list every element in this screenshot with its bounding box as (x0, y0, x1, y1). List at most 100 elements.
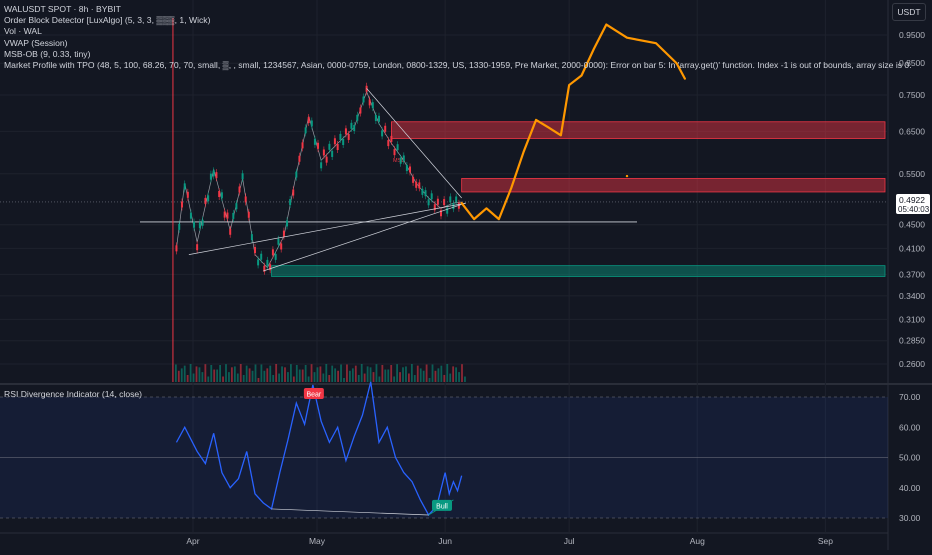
candle-body (333, 138, 336, 145)
volume-bar (322, 373, 325, 382)
legend-volume[interactable]: Vol · WAL (4, 26, 42, 37)
volume-bar (177, 370, 180, 382)
time-axis-label: Jun (438, 536, 452, 546)
symbol-title[interactable]: WALUSDT SPOT · 8h · BYBIT (4, 4, 121, 14)
volume-bar (449, 373, 452, 382)
volume-bar (343, 377, 345, 382)
candle-body (412, 176, 415, 183)
candle-body (430, 193, 433, 200)
rsi-legend[interactable]: RSI Divergence Indicator (14, close) (4, 389, 143, 399)
trendline-support (188, 202, 466, 255)
rsi-axis-label: 50.00 (899, 453, 921, 463)
rsi-signal-label: Bull (436, 503, 448, 510)
candle-body (362, 96, 365, 103)
volume-bar (452, 366, 455, 382)
volume-bar (260, 364, 263, 382)
volume-bar (337, 370, 339, 382)
legend-market-profile[interactable]: Market Profile with TPO (48, 5, 100, 68.… (4, 60, 912, 71)
time-axis-label: May (309, 536, 326, 546)
volume-bar (334, 368, 337, 382)
axis-labels: 0.9500 0.8500 0.7500 0.6500 0.5500 0.4500 0.41… (186, 30, 930, 546)
volume-bar (257, 377, 260, 382)
candle-body (393, 149, 396, 156)
msb-label: MSB (393, 158, 405, 164)
candle-body (449, 196, 452, 203)
candle-body (175, 245, 178, 252)
volume-bar (174, 364, 177, 382)
candle-body (359, 107, 362, 114)
volume-bar (431, 364, 434, 382)
bullish-order-block (271, 265, 886, 277)
volume-bar (440, 365, 443, 382)
trendline-resistance (366, 88, 462, 199)
candle-body (402, 155, 405, 162)
rsi-series: Bear Bull (175, 381, 463, 517)
price-axis-label: 0.2600 (899, 359, 925, 369)
volume-bar (378, 376, 381, 382)
currency-button[interactable]: USDT (892, 3, 926, 21)
price-axis-label: 0.3400 (899, 291, 925, 301)
volume-bar (245, 365, 248, 382)
volume-bar (458, 372, 460, 382)
volume-bar (319, 366, 322, 382)
legend-vwap[interactable]: VWAP (Session) (4, 37, 68, 48)
bearish-order-block-lower (461, 178, 886, 193)
volume-bar (375, 364, 378, 382)
projection-drawing (460, 23, 686, 221)
candle-body (269, 264, 272, 271)
candle-body (331, 150, 334, 157)
candle-body (396, 144, 399, 151)
volume-bar (340, 364, 342, 382)
candle-body (353, 125, 356, 132)
volume-bar (198, 367, 201, 382)
volume-bar (189, 364, 192, 382)
candle-body (209, 173, 212, 180)
volume-bars (172, 18, 466, 382)
candle-body (356, 114, 359, 121)
candle-body (387, 140, 390, 147)
volume-bar (228, 372, 230, 382)
candle-body (215, 172, 218, 179)
volume-bar (422, 370, 425, 382)
volume-bar (201, 372, 204, 382)
candle-body (229, 228, 232, 235)
price-axis-label: 0.5500 (899, 169, 925, 179)
time-axis-label: Apr (186, 536, 199, 546)
time-axis-label: Jul (564, 536, 575, 546)
volume-bar (402, 367, 404, 382)
volume-bar (360, 364, 363, 382)
volume-bar (195, 366, 198, 382)
legend-order-block-detector[interactable]: Order Block Detector [LuxAlgo] (5, 3, 3,… (4, 15, 211, 26)
candle-body (399, 157, 402, 164)
price-axis-label: 0.3700 (899, 269, 925, 279)
volume-bar (225, 364, 227, 382)
price-axis-label: 0.2850 (899, 336, 925, 346)
candle-body (257, 259, 260, 266)
candle-body (266, 259, 269, 266)
candle-body (241, 173, 244, 180)
candle-body (198, 222, 201, 229)
candle-body (381, 130, 384, 137)
candle-body (193, 221, 196, 228)
candle-body (301, 142, 304, 149)
volume-bar (204, 364, 207, 382)
candle-body (289, 199, 292, 206)
candle-body (274, 253, 277, 260)
candle-body (286, 220, 289, 227)
rsi-axis-label: 70.00 (899, 392, 921, 402)
volume-bar (428, 377, 431, 382)
candle-body (298, 155, 301, 162)
time-axis-label: Aug (690, 536, 705, 546)
candle-body (282, 230, 285, 237)
volume-bar (304, 365, 307, 382)
legend-msb-ob[interactable]: MSB-OB (9, 0.33, tiny) (4, 48, 91, 59)
candle-body (204, 197, 207, 204)
volume-bar (213, 369, 216, 382)
candle-body (307, 117, 310, 124)
indicator-legend: WALUSDT SPOT · 8h · BYBIT Order Block De… (4, 4, 912, 71)
candle-body (277, 238, 280, 245)
candle-body (342, 138, 345, 145)
countdown-value: 05:40:03 (898, 205, 930, 214)
